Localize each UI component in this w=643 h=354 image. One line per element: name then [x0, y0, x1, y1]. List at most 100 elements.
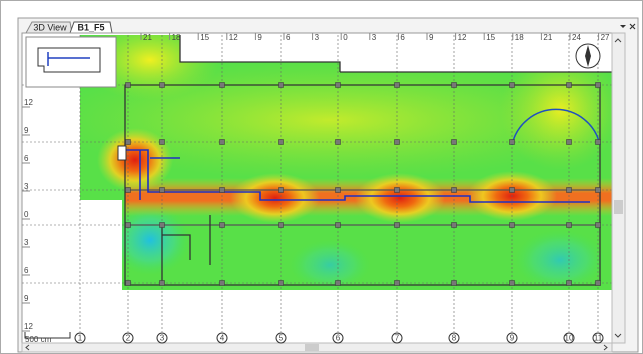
column	[219, 222, 225, 228]
axis-marker	[448, 332, 460, 344]
axis-marker-label: 10	[565, 334, 574, 343]
top-ruler-label: 9	[429, 33, 434, 42]
close-button[interactable]	[629, 23, 636, 30]
tab-3d-view[interactable]	[25, 21, 73, 34]
axis-marker-label: 5	[279, 334, 284, 343]
column	[219, 82, 225, 88]
top-ruler-label: 15	[200, 33, 209, 42]
column	[566, 187, 572, 193]
axis-marker-label: 6	[336, 334, 341, 343]
column	[394, 280, 400, 286]
axis-marker	[332, 332, 344, 344]
top-ruler-label: 27	[601, 33, 610, 42]
column	[451, 139, 457, 145]
column	[219, 139, 225, 145]
arc-wall	[511, 108, 601, 146]
axis-marker	[592, 332, 604, 344]
vertical-scroll-thumb[interactable]	[614, 200, 623, 214]
column	[566, 139, 572, 145]
top-ruler-label: 0	[343, 33, 348, 42]
column	[566, 222, 572, 228]
column	[159, 187, 165, 193]
column	[278, 187, 284, 193]
heat-zone	[230, 173, 320, 223]
column	[566, 280, 572, 286]
top-ruler-label: 12	[229, 33, 238, 42]
column	[159, 222, 165, 228]
column	[278, 222, 284, 228]
column	[125, 280, 131, 286]
column	[451, 82, 457, 88]
top-ruler-label: 12	[458, 33, 467, 42]
minimap[interactable]	[25, 36, 117, 88]
column	[509, 139, 515, 145]
column	[595, 280, 601, 286]
tab-b1-f5[interactable]	[69, 21, 113, 34]
heat-zone	[80, 60, 610, 180]
heat-zone	[290, 240, 370, 290]
top-ruler-label: 6	[286, 33, 291, 42]
axis-marker-label: 9	[510, 334, 515, 343]
column	[278, 280, 284, 286]
scale-label: 500 cm	[25, 335, 52, 344]
top-ruler-label: 24	[572, 33, 581, 42]
axis-marker-label: 7	[395, 334, 400, 343]
column	[219, 187, 225, 193]
wall	[125, 189, 600, 226]
column	[394, 187, 400, 193]
wall	[179, 35, 612, 73]
scroll-arrows[interactable]	[25, 344, 608, 351]
top-ruler-label: 6	[400, 33, 405, 42]
column	[159, 280, 165, 286]
axis-marker	[275, 332, 287, 344]
heat-zone	[515, 230, 605, 290]
left-ruler-label: 3	[24, 182, 29, 191]
column	[125, 187, 131, 193]
axis-marker	[122, 332, 134, 344]
column	[125, 222, 131, 228]
column	[394, 222, 400, 228]
column	[394, 139, 400, 145]
dropdown-button[interactable]	[620, 25, 626, 28]
tab-label[interactable]: 3D View	[33, 22, 67, 32]
axis-marker-label: 4	[220, 334, 225, 343]
wall	[161, 215, 211, 285]
top-ruler-label: 3	[372, 33, 377, 42]
left-ruler-label: 0	[24, 210, 29, 219]
column	[509, 187, 515, 193]
heat-zone	[97, 128, 173, 192]
column	[509, 222, 515, 228]
column	[335, 222, 341, 228]
heat-zone	[355, 173, 445, 223]
access-point[interactable]	[117, 145, 127, 161]
scroll-arrows[interactable]	[614, 38, 622, 338]
top-ruler-label: 3	[315, 33, 320, 42]
axis-marker-label: 2	[126, 334, 131, 343]
axis-marker	[156, 332, 168, 344]
left-ruler-label: 9	[24, 294, 29, 303]
tab-label[interactable]: B1_F5	[77, 22, 104, 32]
top-ruler-label: 18	[172, 33, 181, 42]
heatmap	[80, 35, 612, 290]
horizontal-scroll-thumb[interactable]	[305, 344, 319, 351]
column	[335, 280, 341, 286]
axis-marker	[74, 332, 86, 344]
left-ruler-label: 12	[24, 322, 33, 331]
axis-marker-label: 3	[160, 334, 165, 343]
column	[595, 222, 601, 228]
scale-bar	[24, 332, 71, 339]
compass-needle	[585, 45, 591, 67]
axis-marker	[391, 332, 403, 344]
column	[278, 139, 284, 145]
column	[278, 82, 284, 88]
axis-marker	[216, 332, 228, 344]
column	[595, 82, 601, 88]
column	[566, 82, 572, 88]
vertical-scrollbar[interactable]	[611, 32, 626, 344]
column	[159, 139, 165, 145]
axis-marker	[506, 332, 518, 344]
left-ruler-label: 6	[24, 266, 29, 275]
minimap-route	[47, 52, 90, 66]
column	[595, 187, 601, 193]
column	[125, 82, 131, 88]
